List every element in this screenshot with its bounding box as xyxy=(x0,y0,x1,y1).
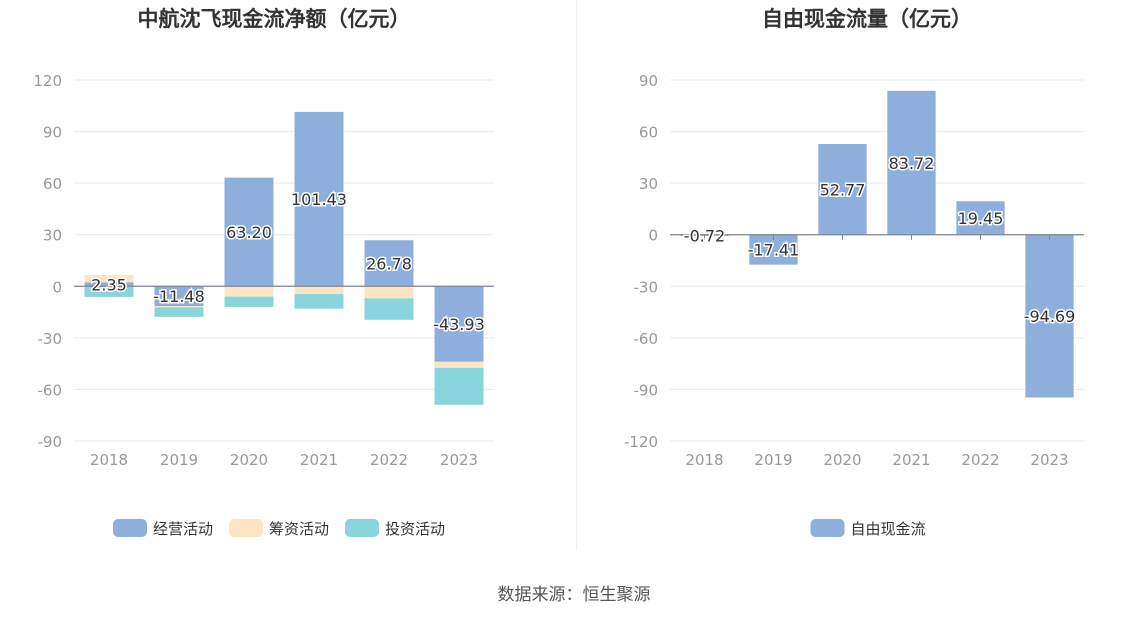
data-label: -43.93 xyxy=(433,315,485,334)
bar-2-2021 xyxy=(294,286,344,295)
x-tick-label: 2023 xyxy=(1030,451,1068,469)
bar-1-2021 xyxy=(887,90,936,235)
bar-2-2023 xyxy=(434,361,484,368)
source-note: 数据来源：恒生聚源 xyxy=(497,585,651,605)
legend-item: 筹资活动 xyxy=(229,519,329,538)
data-label: 83.72 xyxy=(889,154,935,173)
data-label: 101.43 xyxy=(291,190,347,209)
bar-1-2023 xyxy=(1025,234,1074,398)
bar-3-2022 xyxy=(364,298,414,320)
y-tick-label: 120 xyxy=(33,72,62,90)
bar-1-2023 xyxy=(434,286,484,362)
bar-2-2022 xyxy=(364,286,414,299)
legend-swatch xyxy=(345,519,379,537)
chart-title: 自由现金流量（亿元） xyxy=(762,7,972,31)
legend-swatch xyxy=(810,519,845,537)
y-tick-label: -90 xyxy=(634,381,659,399)
bar-2-2020 xyxy=(224,286,274,297)
y-tick-label: 30 xyxy=(43,227,62,245)
legend-label: 自由现金流 xyxy=(851,520,926,538)
data-label: -11.48 xyxy=(153,287,205,306)
data-label: -0.72 xyxy=(684,226,725,245)
legend-item: 经营活动 xyxy=(113,519,213,538)
y-tick-label: 90 xyxy=(639,72,658,90)
legend-swatch xyxy=(113,519,147,537)
bar-2-2019 xyxy=(154,306,204,308)
legend-item: 投资活动 xyxy=(345,519,445,538)
y-tick-label: 0 xyxy=(52,278,62,296)
data-label: -17.41 xyxy=(748,241,800,260)
x-tick-label: 2023 xyxy=(440,451,478,469)
y-tick-label: -120 xyxy=(624,433,658,451)
bar-1-2022 xyxy=(364,240,414,287)
legend-label: 筹资活动 xyxy=(269,520,329,538)
x-tick-label: 2021 xyxy=(892,451,930,469)
legend-label: 投资活动 xyxy=(385,520,445,538)
data-label: 52.77 xyxy=(820,180,866,199)
x-tick-label: 2018 xyxy=(685,451,723,469)
data-label: 26.78 xyxy=(366,254,412,273)
y-tick-label: -90 xyxy=(38,433,63,451)
y-tick-label: 60 xyxy=(43,175,62,193)
x-tick-label: 2022 xyxy=(961,451,999,469)
y-tick-label: -60 xyxy=(634,330,659,348)
bar-3-2020 xyxy=(224,296,274,307)
chart-title: 中航沈飞现金流净额（亿元） xyxy=(138,7,411,31)
data-label: 63.20 xyxy=(226,223,272,242)
bar-1-2022 xyxy=(956,201,1005,235)
bar-3-2023 xyxy=(434,367,484,405)
free-cash-flow-chart: 自由现金流量（亿元） 90 60 30 0 -30 -60 -90 -120 -0.72 -17.4… xyxy=(624,7,1084,538)
x-tick-label: 2020 xyxy=(230,451,268,469)
x-tick-label: 2019 xyxy=(754,451,792,469)
y-tick-label: -30 xyxy=(38,330,63,348)
bar-3-2018 xyxy=(84,286,134,297)
y-tick-label: 30 xyxy=(639,175,658,193)
x-tick-label: 2020 xyxy=(823,451,861,469)
bar-1-2018 xyxy=(84,282,134,287)
legend-swatch xyxy=(229,519,263,537)
data-label: 2.35 xyxy=(91,275,127,294)
legend-label: 经营活动 xyxy=(153,520,213,538)
bar-2-2018 xyxy=(84,275,134,283)
data-label: 19.45 xyxy=(958,209,1004,228)
bar-1-2020 xyxy=(818,144,867,235)
x-tick-label: 2021 xyxy=(300,451,338,469)
cash-flow-net-chart: 中航沈飞现金流净额（亿元） 120 90 60 30 0 -30 -60 -90 2.35 -11.… xyxy=(33,7,494,538)
y-tick-label: -60 xyxy=(38,381,63,399)
bar-1-2019 xyxy=(154,286,204,307)
y-tick-label: 60 xyxy=(639,124,658,142)
y-tick-label: -30 xyxy=(634,278,659,296)
legend-item: 自由现金流 xyxy=(810,519,926,538)
bar-1-2021 xyxy=(294,111,344,287)
bar-3-2021 xyxy=(294,294,344,309)
x-tick-label: 2018 xyxy=(90,451,128,469)
bar-3-2019 xyxy=(154,307,204,317)
panel-divider xyxy=(576,0,577,550)
y-tick-label: 0 xyxy=(648,227,658,245)
x-tick-label: 2019 xyxy=(160,451,198,469)
y-tick-label: 90 xyxy=(43,124,62,142)
data-label: -94.69 xyxy=(1024,307,1076,326)
x-tick-label: 2022 xyxy=(370,451,408,469)
bar-1-2020 xyxy=(224,177,274,287)
